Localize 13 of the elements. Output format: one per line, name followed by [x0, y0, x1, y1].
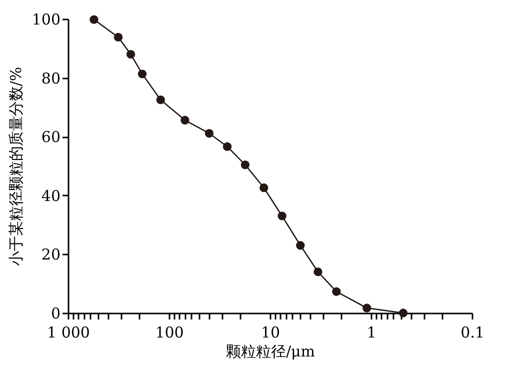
y-tick-label: 100: [32, 10, 60, 28]
y-tick-label: 80: [41, 69, 60, 88]
y-tick-label: 40: [41, 186, 60, 205]
x-tick-label: 100: [155, 324, 184, 342]
y-axis-title: 小于某粒径颗粒的质量分数/%: [6, 66, 25, 266]
y-tick-label: 0: [50, 304, 60, 322]
x-axis-title: 颗粒粒径/μm: [226, 342, 316, 360]
x-tick-label: 1 000: [47, 324, 90, 342]
y-tick-label: 60: [41, 128, 60, 146]
x-tick-label: 10: [260, 324, 280, 342]
y-tick-label: 20: [41, 246, 60, 264]
x-tick-label: 1: [366, 324, 376, 342]
x-tick-label: 0.1: [460, 324, 484, 342]
